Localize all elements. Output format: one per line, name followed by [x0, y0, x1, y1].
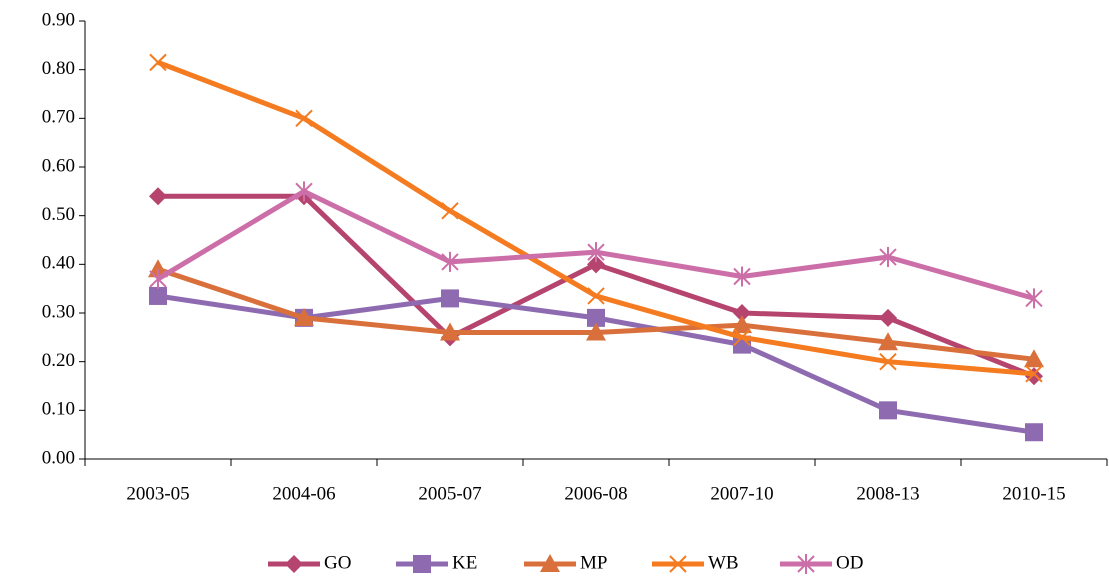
x-tick-label: 2010-15 [1002, 483, 1065, 504]
y-tick-label: 0.30 [42, 301, 75, 322]
data-point [879, 247, 897, 268]
data-point [295, 109, 313, 128]
data-point [732, 315, 752, 334]
y-tick-label: 0.50 [42, 204, 75, 225]
y-tick-label: 0.70 [42, 107, 75, 128]
data-point [1025, 288, 1043, 309]
legend-label: WB [708, 552, 739, 573]
data-point [587, 308, 605, 327]
y-tick-label: 0.00 [42, 447, 75, 468]
data-point [1025, 367, 1043, 386]
legend-label: OD [836, 552, 863, 573]
data-point [879, 352, 897, 371]
legend-marker [285, 555, 303, 573]
x-tick-label: 2008-13 [856, 483, 919, 504]
data-point [733, 328, 751, 347]
data-point [1024, 349, 1044, 368]
y-tick-label: 0.20 [42, 350, 75, 371]
legend-label: GO [324, 552, 351, 573]
data-point [294, 307, 314, 326]
data-point [441, 289, 459, 308]
data-point [733, 304, 751, 322]
data-point [879, 308, 897, 327]
data-point [440, 322, 460, 341]
data-point [587, 255, 605, 274]
x-tick-label: 2003-05 [126, 483, 189, 504]
data-point [149, 187, 167, 206]
data-point [149, 268, 167, 289]
data-point [587, 287, 605, 305]
legend-marker [413, 555, 431, 573]
data-point [149, 286, 167, 305]
legend-marker [797, 554, 815, 574]
data-point [149, 53, 167, 72]
x-tick-label: 2005-07 [418, 483, 481, 504]
y-tick-label: 0.80 [42, 58, 75, 79]
x-tick-label: 2004-06 [272, 483, 335, 504]
legend-label: MP [580, 552, 607, 573]
legend-label: KE [452, 552, 477, 573]
series-line [158, 193, 1035, 379]
data-point [879, 401, 897, 420]
legend-marker [540, 554, 560, 572]
x-tick-label: 2007-10 [710, 483, 773, 504]
y-tick-label: 0.90 [42, 9, 75, 30]
x-tick-label: 2006-08 [564, 483, 627, 504]
data-point [586, 322, 606, 341]
legend-marker [669, 555, 687, 573]
data-point [441, 202, 459, 220]
data-point [878, 332, 898, 351]
data-point [441, 251, 459, 272]
y-tick-label: 0.10 [42, 399, 75, 420]
data-point [1025, 365, 1043, 383]
data-point [587, 242, 605, 263]
data-point [733, 266, 751, 287]
data-point [295, 181, 313, 202]
y-tick-label: 0.40 [42, 253, 75, 274]
data-point [1025, 423, 1043, 442]
y-tick-label: 0.60 [42, 155, 75, 176]
